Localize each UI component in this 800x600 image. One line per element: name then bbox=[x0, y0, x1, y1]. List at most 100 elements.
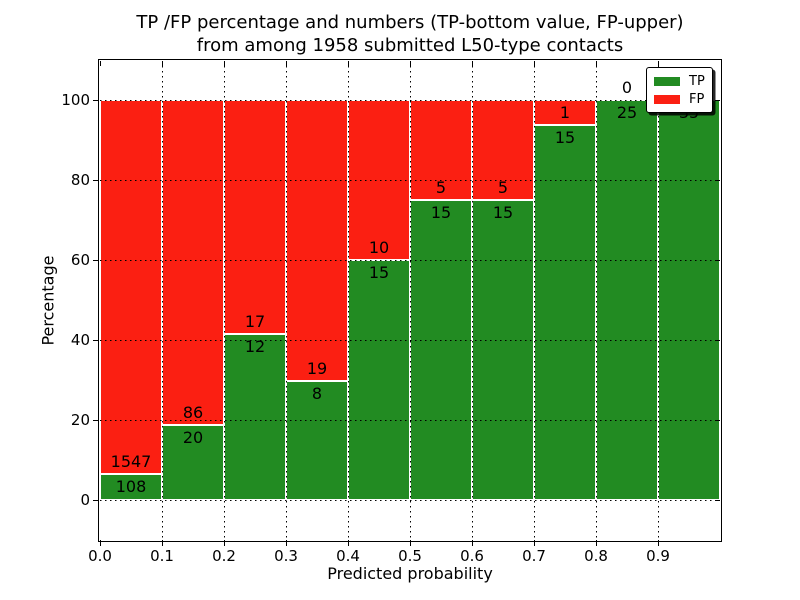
h-gridline bbox=[100, 100, 720, 101]
bar-fp-segment bbox=[224, 100, 286, 335]
tp-count-label: 108 bbox=[115, 476, 147, 496]
bar-tp-segment bbox=[286, 381, 348, 500]
legend-item-fp: FP bbox=[654, 92, 705, 106]
bar-tp-segment bbox=[100, 473, 162, 500]
x-tick-label: 0.3 bbox=[274, 547, 298, 565]
fp-color-swatch bbox=[654, 94, 680, 104]
bar-tp-segment bbox=[596, 100, 658, 500]
fp-count-label: 1 bbox=[559, 103, 571, 122]
y-tick-right bbox=[715, 99, 720, 101]
tp-count-label: 12 bbox=[244, 337, 266, 357]
v-gridline bbox=[348, 61, 349, 540]
x-tick-label: 0.8 bbox=[584, 547, 608, 565]
y-tick-label: 80 bbox=[70, 171, 90, 189]
tp-count-label: 15 bbox=[554, 128, 576, 147]
y-tick bbox=[93, 259, 99, 261]
v-gridline bbox=[534, 61, 535, 540]
y-tick-label: 100 bbox=[61, 91, 90, 109]
v-gridline bbox=[224, 61, 225, 540]
h-gridline bbox=[100, 260, 720, 261]
chart-title-line2: from among 1958 submitted L50-type conta… bbox=[196, 35, 624, 56]
y-tick-label: 0 bbox=[80, 491, 90, 509]
x-tick bbox=[347, 540, 349, 546]
x-tick bbox=[223, 540, 225, 546]
x-tick bbox=[161, 540, 163, 546]
x-tick bbox=[285, 540, 287, 546]
x-tick-label: 0.2 bbox=[212, 547, 236, 565]
fp-count-label: 5 bbox=[497, 178, 509, 197]
bar-tp-segment bbox=[658, 100, 720, 500]
tp-color-swatch bbox=[654, 76, 680, 86]
v-gridline bbox=[658, 61, 659, 540]
x-tick bbox=[471, 540, 473, 546]
bar-fp-segment bbox=[162, 100, 224, 425]
legend-label-tp: TP bbox=[689, 73, 705, 89]
v-gridline bbox=[596, 61, 597, 540]
x-tick bbox=[595, 540, 597, 546]
tp-count-label: 15 bbox=[430, 203, 452, 222]
fp-count-label: 0 bbox=[621, 78, 633, 97]
bar-fp-segment bbox=[100, 100, 162, 474]
bar-tp-segment bbox=[410, 200, 472, 500]
x-axis-label: Predicted probability bbox=[327, 564, 493, 583]
tp-count-label: 15 bbox=[492, 203, 514, 222]
y-tick-right bbox=[715, 419, 720, 421]
v-gridline bbox=[286, 61, 287, 540]
y-tick-label: 20 bbox=[70, 411, 90, 429]
x-tick-top bbox=[471, 61, 473, 66]
x-tick-top bbox=[99, 61, 101, 66]
fp-count-label: 10 bbox=[368, 238, 390, 257]
x-tick-label: 0.5 bbox=[398, 547, 422, 565]
y-tick-right bbox=[715, 499, 720, 501]
fp-count-label: 1547 bbox=[110, 451, 152, 471]
bar-tp-segment bbox=[348, 260, 410, 500]
y-tick-label: 60 bbox=[70, 251, 90, 269]
v-gridline bbox=[472, 61, 473, 540]
chart-title-line1: TP /FP percentage and numbers (TP-bottom… bbox=[136, 12, 684, 33]
y-tick-right bbox=[715, 179, 720, 181]
legend: TP FP bbox=[646, 67, 713, 113]
x-tick-top bbox=[285, 61, 287, 66]
legend-item-tp: TP bbox=[654, 74, 705, 88]
x-tick-top bbox=[347, 61, 349, 66]
legend-label-fp: FP bbox=[689, 91, 705, 107]
y-tick-right bbox=[715, 259, 720, 261]
bar-tp-segment bbox=[224, 334, 286, 500]
tp-count-label: 20 bbox=[182, 427, 204, 447]
fp-count-label: 86 bbox=[182, 402, 204, 422]
y-tick bbox=[93, 339, 99, 341]
h-gridline bbox=[100, 500, 720, 501]
h-gridline bbox=[100, 180, 720, 181]
x-tick-top bbox=[223, 61, 225, 66]
y-tick bbox=[93, 179, 99, 181]
y-tick-label: 40 bbox=[70, 331, 90, 349]
bar-tp-segment bbox=[472, 200, 534, 500]
h-gridline bbox=[100, 340, 720, 341]
x-tick-label: 0.7 bbox=[522, 547, 546, 565]
x-tick bbox=[99, 540, 101, 546]
fp-count-label: 17 bbox=[244, 312, 266, 332]
tp-count-label: 15 bbox=[368, 263, 390, 282]
y-tick bbox=[93, 499, 99, 501]
x-tick-label: 0.0 bbox=[88, 547, 112, 565]
tp-count-label: 25 bbox=[616, 103, 638, 122]
x-tick-top bbox=[595, 61, 597, 66]
x-tick-top bbox=[409, 61, 411, 66]
x-tick bbox=[533, 540, 535, 546]
x-tick-label: 0.9 bbox=[646, 547, 670, 565]
y-axis-label: Percentage bbox=[38, 255, 58, 346]
x-tick bbox=[657, 540, 659, 546]
x-tick-top bbox=[657, 61, 659, 66]
x-tick-label: 0.4 bbox=[336, 547, 360, 565]
v-gridline bbox=[410, 61, 411, 540]
x-tick-top bbox=[161, 61, 163, 66]
y-tick bbox=[93, 419, 99, 421]
x-tick-label: 0.6 bbox=[460, 547, 484, 565]
v-gridline bbox=[162, 61, 163, 540]
x-tick bbox=[409, 540, 411, 546]
chart-title: TP /FP percentage and numbers (TP-bottom… bbox=[100, 11, 720, 57]
fp-count-label: 19 bbox=[306, 359, 328, 379]
fp-count-label: 5 bbox=[435, 178, 447, 197]
tp-count-label: 8 bbox=[311, 384, 323, 404]
